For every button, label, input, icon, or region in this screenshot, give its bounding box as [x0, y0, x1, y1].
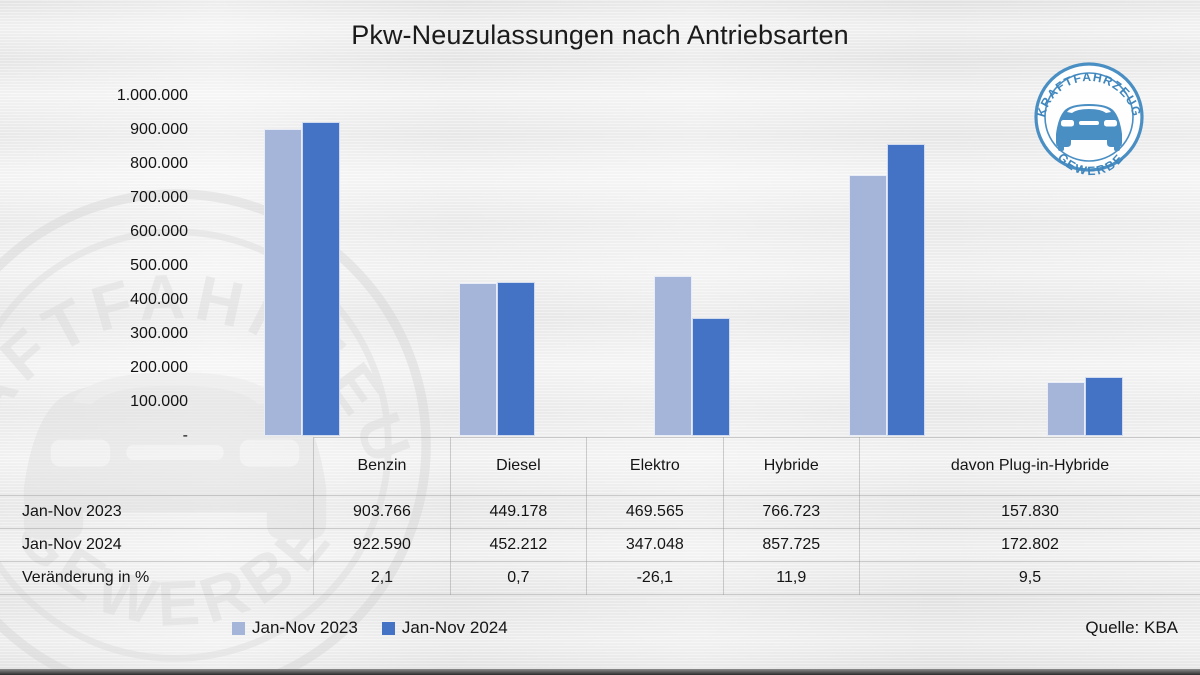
bar-elektro-jan-nov-2023 [654, 276, 692, 436]
y-axis-tick-label: 800.000 [130, 155, 188, 172]
table-cell: 0,7 [449, 561, 588, 595]
table-row: Jan-Nov 2024 922.590 452.212 347.048 857.725… [0, 528, 1200, 562]
legend-color-swatch [381, 621, 395, 635]
bar-diesel-jan-nov-2024 [497, 282, 535, 436]
table-row-label: Veränderung in % [0, 561, 315, 595]
table-cell: 2,1 [313, 561, 451, 595]
table-cell: 157.830 [858, 495, 1200, 529]
legend-color-swatch [232, 621, 245, 635]
legend-label: Jan-Nov 2024 [401, 618, 508, 637]
table-cell: 857.725 [722, 528, 860, 562]
y-axis-tick-label: - [182, 427, 188, 444]
table-cell: 9,5 [858, 561, 1200, 595]
table-cell: 452.212 [449, 528, 588, 562]
table-header-row: Benzin Diesel Elektro Hybride davon Plug-in-… [0, 437, 1200, 496]
legend-item[interactable]: Jan-Nov 2023 [232, 618, 358, 638]
y-axis-tick-label: 400.000 [130, 291, 188, 308]
slide-bottom-edge [0, 669, 1200, 675]
bar-diesel-jan-nov-2023 [459, 283, 497, 436]
table-cell: 347.048 [586, 528, 724, 562]
table-cell: 11,9 [722, 561, 860, 595]
table-column-header: Elektro [586, 437, 724, 496]
table-cell: 449.178 [449, 495, 588, 529]
table-row-label: Jan-Nov 2023 [0, 495, 315, 529]
chart-title: Pkw-Neuzulassungen nach Antriebsarten [351, 20, 849, 50]
y-axis-tick-label: 300.000 [130, 325, 188, 342]
table-column-header: davon Plug-in-Hybride [858, 437, 1200, 496]
legend-label: Jan-Nov 2023 [252, 618, 358, 637]
y-axis-tick-label: 600.000 [130, 223, 188, 240]
table-corner-cell [0, 437, 315, 496]
table-column-header: Hybride [722, 437, 860, 496]
table-cell: 903.766 [313, 495, 451, 529]
y-axis-tick-label: 700.000 [130, 189, 188, 206]
table-cell: 469.565 [586, 495, 724, 529]
brand-logo-badge: KRAFTFAHRZEUG GEWERBE [1034, 62, 1144, 176]
table-cell: -26,1 [586, 561, 724, 595]
y-axis-tick-label: 100.000 [130, 393, 188, 410]
table-column-header: Benzin [313, 437, 451, 496]
table-row: Veränderung in % 2,1 0,7 -26,1 11,9 9,5 [0, 561, 1200, 595]
bar-elektro-jan-nov-2024 [692, 318, 730, 436]
bar-davon-plug-in-hybride-jan-nov-2024 [1085, 377, 1123, 436]
table-cell: 766.723 [722, 495, 860, 529]
table-row: Jan-Nov 2023 903.766 449.178 469.565 766.723… [0, 495, 1200, 529]
y-axis-tick-label: 500.000 [130, 257, 188, 274]
legend-item[interactable]: Jan-Nov 2024 [381, 618, 508, 638]
bar-benzin-jan-nov-2024 [302, 122, 340, 436]
y-axis-tick-label: 900.000 [130, 121, 188, 138]
data-table: Benzin Diesel Elektro Hybride davon Plug-in-… [0, 437, 1200, 595]
source-note: Quelle: KBA [1085, 618, 1178, 637]
chart-legend: Jan-Nov 2023 Jan-Nov 2024 [232, 618, 508, 638]
bar-hybride-jan-nov-2023 [849, 175, 887, 436]
bar-hybride-jan-nov-2024 [887, 144, 925, 436]
table-cell: 922.590 [313, 528, 451, 562]
table-cell: 172.802 [858, 528, 1200, 562]
y-axis-tick-label: 1.000.000 [116, 87, 188, 104]
y-axis-tick-label: 200.000 [130, 359, 188, 376]
bar-davon-plug-in-hybride-jan-nov-2023 [1047, 382, 1085, 436]
bar-benzin-jan-nov-2023 [264, 128, 302, 436]
table-column-header: Diesel [449, 437, 588, 496]
car-front-icon [1056, 104, 1122, 151]
table-row-label: Jan-Nov 2024 [0, 528, 315, 562]
